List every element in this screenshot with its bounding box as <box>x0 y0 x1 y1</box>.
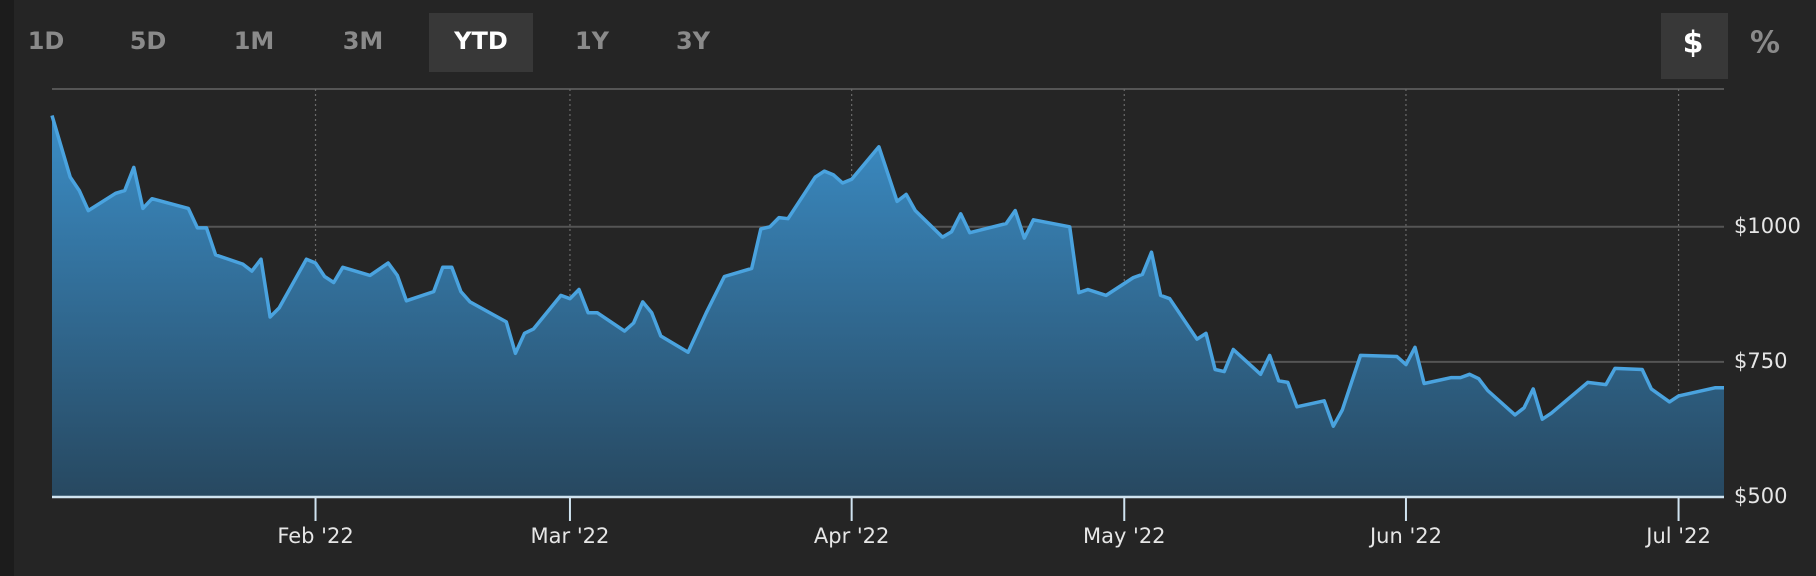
toolbar: 1D 5D 1M 3M YTD 1Y 3Y $% <box>28 13 1780 79</box>
x-tick-label: Feb '22 <box>277 524 353 548</box>
y-tick-label: $750 <box>1734 349 1787 373</box>
range-label: 3M <box>343 27 384 55</box>
unit-button[interactable]: % <box>1750 26 1780 61</box>
range-button-bg <box>429 13 533 72</box>
range-label: 1Y <box>575 27 610 55</box>
unit-button-bg <box>1661 13 1728 79</box>
unit-label: $ <box>1683 26 1704 61</box>
range-button[interactable]: 1D <box>28 27 65 55</box>
range-label: YTD <box>453 27 508 55</box>
range-button[interactable]: 1M <box>234 27 275 55</box>
unit-button[interactable]: $ <box>1661 13 1728 79</box>
range-button[interactable]: 3Y <box>676 27 711 55</box>
left-edge <box>0 0 14 576</box>
range-button[interactable]: 1Y <box>575 27 610 55</box>
unit-label: % <box>1750 26 1780 61</box>
price-line <box>50 115 1724 428</box>
x-tick-label: May '22 <box>1083 524 1166 548</box>
range-button[interactable]: YTD <box>429 13 533 72</box>
area-fill <box>52 115 1724 497</box>
range-label: 3Y <box>676 27 711 55</box>
range-label: 5D <box>130 27 167 55</box>
x-tick-label: Mar '22 <box>531 524 610 548</box>
range-button[interactable]: 3M <box>343 27 384 55</box>
range-button[interactable]: 5D <box>130 27 167 55</box>
x-tick-label: Jul '22 <box>1644 524 1711 548</box>
range-label: 1M <box>234 27 275 55</box>
plot-area: Feb '22 Mar '22 Apr '22 May '22 Jun '22 Jul '… <box>50 89 1801 548</box>
x-tick-label: Apr '22 <box>814 524 890 548</box>
y-tick-label: $1000 <box>1734 214 1801 238</box>
range-label: 1D <box>28 27 65 55</box>
y-tick-label: $500 <box>1734 484 1787 508</box>
x-tick-label: Jun '22 <box>1368 524 1442 548</box>
